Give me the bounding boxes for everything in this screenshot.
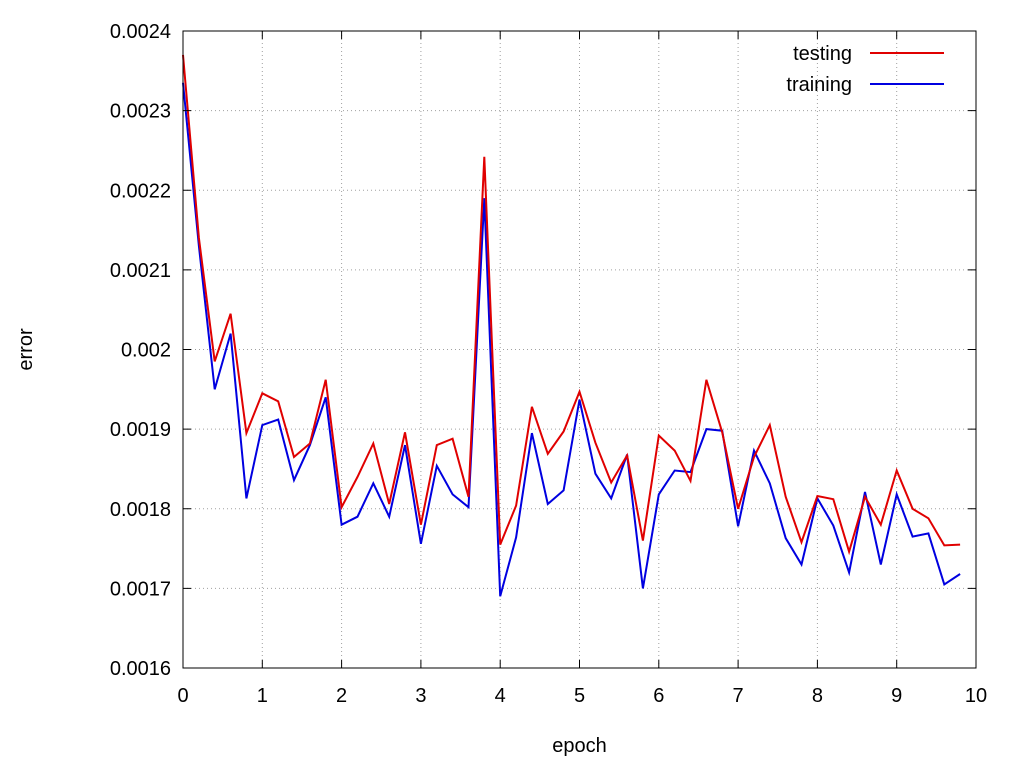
series-lines	[182, 54, 961, 597]
x-tick-label: 5	[574, 685, 585, 707]
y-tick-label: 0.0016	[110, 658, 171, 680]
series-line-training	[182, 82, 961, 597]
x-tick-label: 1	[257, 685, 268, 707]
y-tick-label: 0.0019	[110, 419, 171, 441]
y-axis-title: error	[15, 328, 37, 371]
y-tick-label: 0.0023	[110, 101, 171, 123]
legend: testing training	[786, 43, 944, 96]
x-tick-label: 10	[965, 685, 987, 707]
x-tick-label: 4	[495, 685, 506, 707]
y-tick-label: 0.002	[121, 340, 171, 362]
series-line-testing	[182, 54, 961, 556]
x-tick-label: 2	[336, 685, 347, 707]
legend-label-testing: testing	[793, 43, 852, 65]
x-tick-label: 9	[891, 685, 902, 707]
axis-ticks	[182, 30, 977, 669]
x-tick-label: 3	[415, 685, 426, 707]
x-tick-label: 7	[733, 685, 744, 707]
y-tick-label: 0.0017	[110, 578, 171, 600]
y-tick-label: 0.0018	[110, 499, 171, 521]
y-tick-label: 0.0024	[110, 21, 171, 43]
x-tick-labels: 0 1 2 3 4 5 6 7 8 9 10	[177, 685, 987, 707]
grid-lines	[183, 31, 976, 668]
y-tick-label: 0.0021	[110, 260, 171, 282]
x-tick-label: 6	[653, 685, 664, 707]
x-tick-label: 8	[812, 685, 823, 707]
legend-label-training: training	[786, 74, 852, 96]
y-tick-label: 0.0022	[110, 180, 171, 202]
x-tick-label: 0	[177, 685, 188, 707]
x-axis-title: epoch	[552, 735, 607, 757]
y-tick-labels: 0.0016 0.0017 0.0018 0.0019 0.002 0.0021 0.002…	[110, 21, 171, 680]
